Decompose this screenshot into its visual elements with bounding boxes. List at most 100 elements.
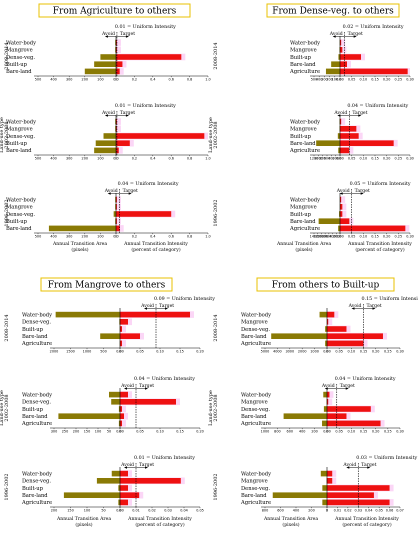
intensity-bar: [340, 54, 361, 60]
intensity-tick-label: 0.10: [156, 350, 164, 354]
area-bar: [338, 54, 340, 60]
intensity-bar: [327, 340, 364, 347]
area-tick-label: 1000: [310, 350, 319, 354]
area-bar: [100, 333, 120, 339]
intensity-tick-label: 0.05: [196, 509, 204, 513]
intensity-tick-label: 0.2: [132, 235, 137, 239]
area-tick-label: 100: [332, 78, 338, 82]
category-label: Mangrove: [241, 320, 268, 326]
intensity-bar: [116, 118, 117, 125]
intensity-tick-label: 0.0: [113, 157, 118, 161]
area-tick-label: 300: [66, 78, 72, 82]
intensity-tick-label: 0.25: [384, 350, 392, 354]
area-tick-label: 200: [73, 430, 79, 434]
area-bar: [84, 68, 116, 75]
intensity-bar: [340, 126, 357, 132]
chart-title-box: [40, 277, 173, 292]
area-bar: [320, 470, 327, 477]
area-bar: [271, 333, 327, 339]
category-label: Bare-land: [6, 226, 32, 232]
intensity-band: [116, 68, 124, 75]
area-bar: [100, 54, 116, 60]
area-bar: [115, 118, 116, 125]
area-tick-label: 200: [82, 157, 88, 161]
avoid-label: Avoid: [104, 188, 118, 194]
category-label: Water-body: [22, 312, 52, 318]
intensity-tick-label: 0.15: [360, 430, 368, 434]
category-label: Water-body: [290, 197, 320, 203]
category-label: Agriculture: [240, 500, 271, 506]
intensity-band: [340, 39, 346, 46]
category-label: Built-up: [22, 407, 44, 413]
category-label: Dense-veg.: [241, 407, 270, 413]
arrow-heads: [124, 466, 148, 469]
category-label: Dense-veg.: [6, 212, 35, 218]
area-tick-label: 1000: [317, 235, 326, 239]
intensity-tick-label: 0.15: [371, 78, 379, 82]
intensity-bar: [340, 47, 343, 53]
intensity-tick-label: 0.20: [372, 430, 380, 434]
category-label: Mangrove: [241, 400, 268, 406]
intensity-bar: [327, 420, 381, 427]
period-label: 1996-2002: [4, 199, 10, 226]
intensity-tick-label: 0.04: [365, 509, 373, 513]
intensity-tick-label: 0.30: [396, 430, 404, 434]
intensity-tick-label: 0.05: [136, 430, 144, 434]
target-label: Target: [139, 462, 154, 468]
intensity-tick-label: 0.00: [336, 157, 344, 161]
intensity-tick-label: 0.05: [348, 235, 356, 239]
area-tick-label: 800: [319, 157, 325, 161]
target-label: Target: [120, 31, 135, 37]
intensity-bar: [116, 39, 117, 46]
category-label: Built-up: [6, 62, 28, 68]
period-label: 2008-2014: [4, 314, 10, 341]
target-label: Target: [355, 188, 370, 194]
area-tick-label: 1000: [261, 430, 270, 434]
intensity-tick-label: 0: [326, 509, 328, 513]
area-bar: [119, 319, 120, 325]
area-bar: [322, 499, 327, 506]
intensity-tick-label: 0.30: [406, 78, 414, 82]
chart-title: From Mangrove to others: [48, 281, 166, 291]
area-tick-label: 150: [84, 430, 90, 434]
intensity-tick-label: 0.8: [187, 235, 192, 239]
intensity-bar: [120, 311, 190, 318]
category-label: Bare-land: [290, 62, 316, 68]
intensity-tick-label: 0.8: [187, 157, 192, 161]
intensity-tick-label: 0.30: [406, 235, 414, 239]
intensity-axis-unit: (percent of category): [342, 521, 392, 528]
category-label: Mangrove: [6, 127, 33, 133]
uniform-intensity-label: 0.15 = Uniform Intensity: [362, 296, 418, 302]
land-use-type-label: Land-use type: [208, 117, 214, 153]
category-label: Dense-veg.: [22, 320, 51, 326]
intensity-bar: [340, 61, 347, 67]
uniform-intensity-label: 0.01 = Uniform Intensity: [134, 455, 195, 461]
intensity-bar: [116, 54, 182, 60]
intensity-band: [327, 398, 333, 406]
intensity-tick-label: 0.6: [168, 78, 173, 82]
intensity-axis-title: Annual Transition Intensity: [334, 516, 399, 522]
category-label: Water-body: [241, 312, 271, 318]
target-label: Target: [352, 110, 367, 116]
period-label: 2002-2008: [4, 394, 10, 421]
target-label: Target: [120, 110, 135, 116]
target-label: Target: [348, 31, 363, 37]
intensity-bar: [120, 391, 128, 398]
area-bar: [115, 126, 116, 132]
intensity-tick-label: 0.05: [375, 509, 383, 513]
chart-title: From others to Built-up: [272, 281, 380, 291]
intensity-tick-label: 0.20: [383, 235, 391, 239]
area-bar: [318, 218, 340, 224]
intensity-tick-label: 0.00: [336, 78, 344, 82]
intensity-tick-label: 0.4: [150, 235, 155, 239]
intensity-tick-label: 0.10: [360, 78, 368, 82]
intensity-axis-unit: (percent of category): [135, 521, 185, 528]
intensity-band: [116, 118, 121, 125]
area-axis-title: Annual Transition Area: [52, 241, 107, 247]
chart-title: From Agriculture to others: [53, 7, 177, 17]
area-tick-label: 400: [328, 157, 334, 161]
intensity-tick-label: 0.00: [323, 350, 331, 354]
area-bar: [316, 140, 340, 146]
arrow-heads: [346, 466, 371, 469]
